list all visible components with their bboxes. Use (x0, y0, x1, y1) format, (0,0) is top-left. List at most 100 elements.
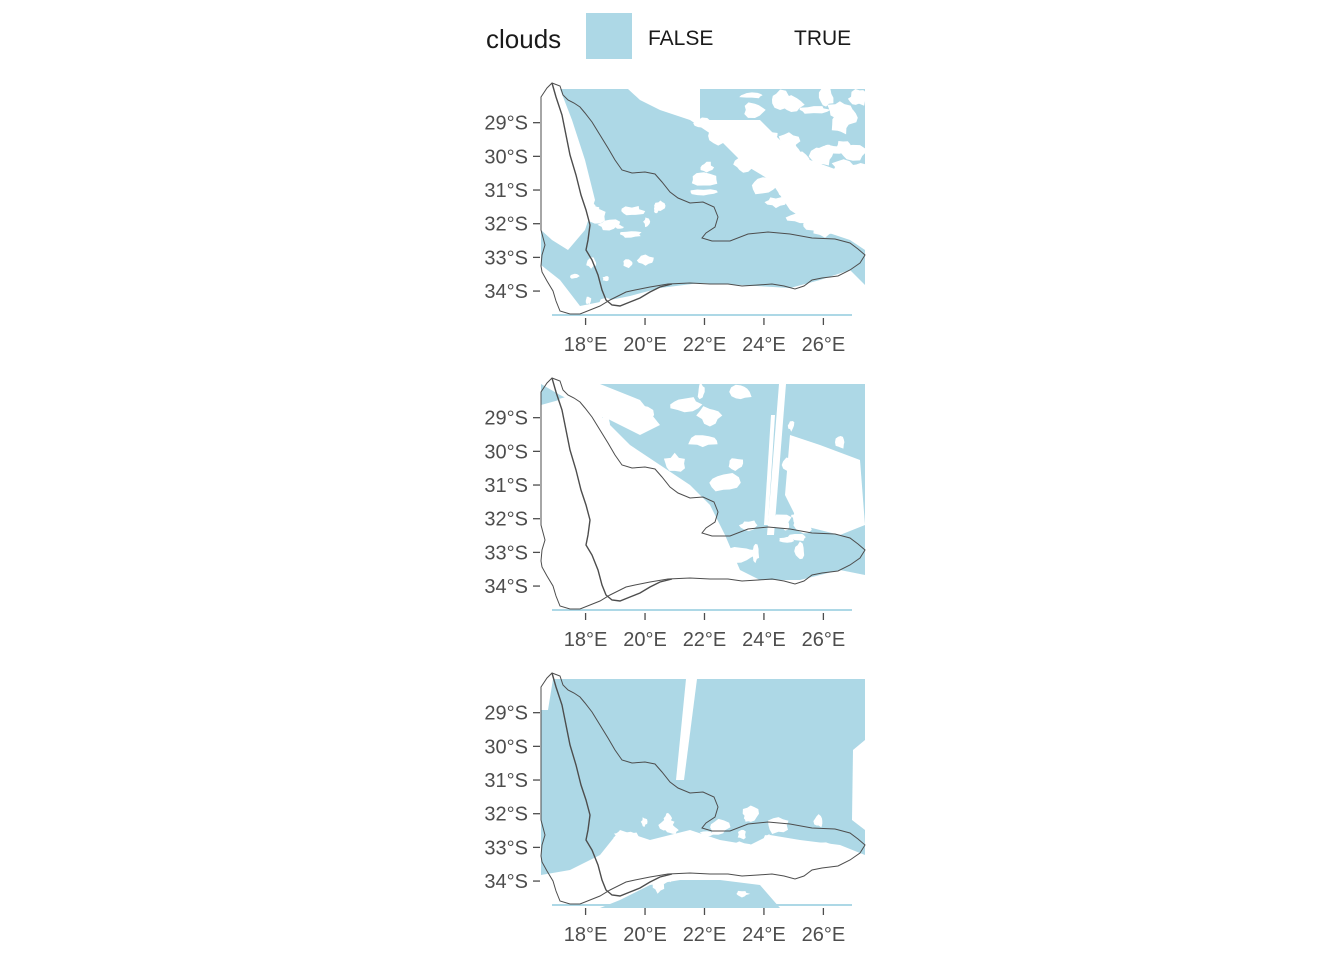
cloud-patch (763, 834, 771, 849)
legend-key-true (731, 13, 777, 59)
cloud-patch (591, 385, 599, 396)
cloud-patch (541, 397, 865, 613)
y-tick-label: 31°S (484, 475, 528, 497)
x-tick-label: 22°E (683, 924, 727, 946)
legend-label-false: FALSE (648, 27, 714, 50)
cloud-patch (767, 384, 786, 535)
cloud-patch (590, 446, 613, 463)
cloud-patch (737, 829, 746, 840)
cloud-patch (726, 841, 751, 854)
cloud-patch (601, 482, 618, 492)
cloud-patch (565, 409, 596, 430)
cloud-patch (813, 814, 823, 828)
cloud-patch (691, 172, 718, 186)
coastline (551, 377, 673, 602)
cloud-patch (780, 844, 791, 850)
y-tick-label: 34°S (484, 281, 528, 303)
cloud-patch (665, 824, 679, 834)
cloud-patch (623, 481, 640, 492)
cloud-patch (667, 841, 687, 848)
cloud-patch (845, 516, 855, 525)
cloud-patch (658, 550, 673, 573)
cloud-patch (767, 817, 789, 834)
cloud-patch (642, 532, 660, 539)
cloud-mask-layer (541, 679, 874, 908)
cloud-patch (585, 296, 592, 305)
cloud-patch (777, 181, 799, 199)
cloud-patch (797, 167, 819, 184)
cloud-patch (772, 89, 793, 110)
cloud-patch (727, 547, 758, 563)
cloud-patch (708, 128, 729, 146)
cloud-patch (818, 489, 831, 499)
cloud-patch (785, 435, 865, 535)
coastal-strip (552, 314, 852, 316)
cloud-patch (573, 526, 588, 550)
province-boundary (540, 377, 866, 610)
cloud-patch (613, 405, 621, 420)
cloud-patch (640, 817, 648, 827)
y-tick-label: 33°S (484, 837, 528, 859)
cloud-patch (538, 456, 557, 472)
cloud-patch (811, 459, 827, 472)
map-chart-1: 29°S 30°S 31°S 32°S 33°S 34°S 18°E 20°E 22°E 24°E… (484, 82, 873, 356)
cloud-patch (799, 882, 824, 890)
cloud-patch (835, 436, 845, 449)
coastline (551, 82, 673, 307)
cloud-patch (691, 551, 722, 562)
legend-label-true: TRUE (794, 27, 852, 50)
cloud-patch (852, 893, 874, 904)
cloud-patch (623, 259, 633, 269)
cloud-patch (827, 486, 838, 504)
y-tick-label: 29°S (484, 113, 528, 135)
y-tick-label: 34°S (484, 871, 528, 893)
x-tick-label: 22°E (683, 629, 727, 651)
y-tick-label: 33°S (484, 247, 528, 269)
cloud-patch (657, 492, 686, 501)
cloud-patch (580, 582, 603, 601)
cloud-patch (709, 473, 741, 492)
cloud-patch (597, 219, 621, 231)
cloud-patch (663, 452, 685, 472)
cloud-patch (690, 189, 718, 196)
y-tick-label: 29°S (484, 408, 528, 430)
y-tick-label: 29°S (484, 703, 528, 725)
cloud-patch (628, 89, 865, 250)
cloud-patch (736, 890, 751, 898)
cloud-patch (854, 885, 862, 894)
province-boundary (540, 672, 866, 905)
y-tick-label: 32°S (484, 509, 528, 531)
cloud-patch (601, 414, 611, 434)
cloud-patch (837, 170, 855, 193)
cloud-patch (696, 406, 723, 427)
cloud-patch (676, 679, 697, 780)
y-tick-label: 32°S (484, 214, 528, 236)
cloud-patch (813, 220, 836, 238)
y-tick-label: 30°S (484, 146, 528, 168)
x-tick-label: 24°E (742, 334, 786, 356)
cloud-patch (614, 224, 624, 229)
cloud-patch (627, 465, 641, 480)
cloud-patch (697, 383, 705, 400)
cloud-patch (583, 400, 615, 418)
cloud-patch (547, 537, 578, 547)
map-panel-1: 29°S 30°S 31°S 32°S 33°S 34°S 18°E 20°E 22°E 24°E… (0, 80, 1344, 370)
cloud-patch (783, 151, 811, 168)
y-tick-label: 31°S (484, 770, 528, 792)
y-tick-label: 34°S (484, 576, 528, 598)
cloud-patch (621, 206, 646, 216)
cloud-patch (840, 109, 858, 125)
cloud-patch (570, 273, 580, 279)
cloud-patch (550, 412, 567, 429)
cloud-patch (787, 421, 795, 432)
x-tick-label: 26°E (802, 334, 846, 356)
cloud-patch (794, 541, 805, 560)
cloud-patch (699, 831, 715, 837)
cloud-patch (693, 117, 712, 129)
x-tick-label: 20°E (623, 924, 667, 946)
cloud-patch (841, 490, 852, 510)
legend-key-false (586, 13, 632, 59)
cloud-patch (843, 476, 850, 491)
cloud-patch (728, 458, 744, 471)
cloud-patch (745, 143, 777, 155)
